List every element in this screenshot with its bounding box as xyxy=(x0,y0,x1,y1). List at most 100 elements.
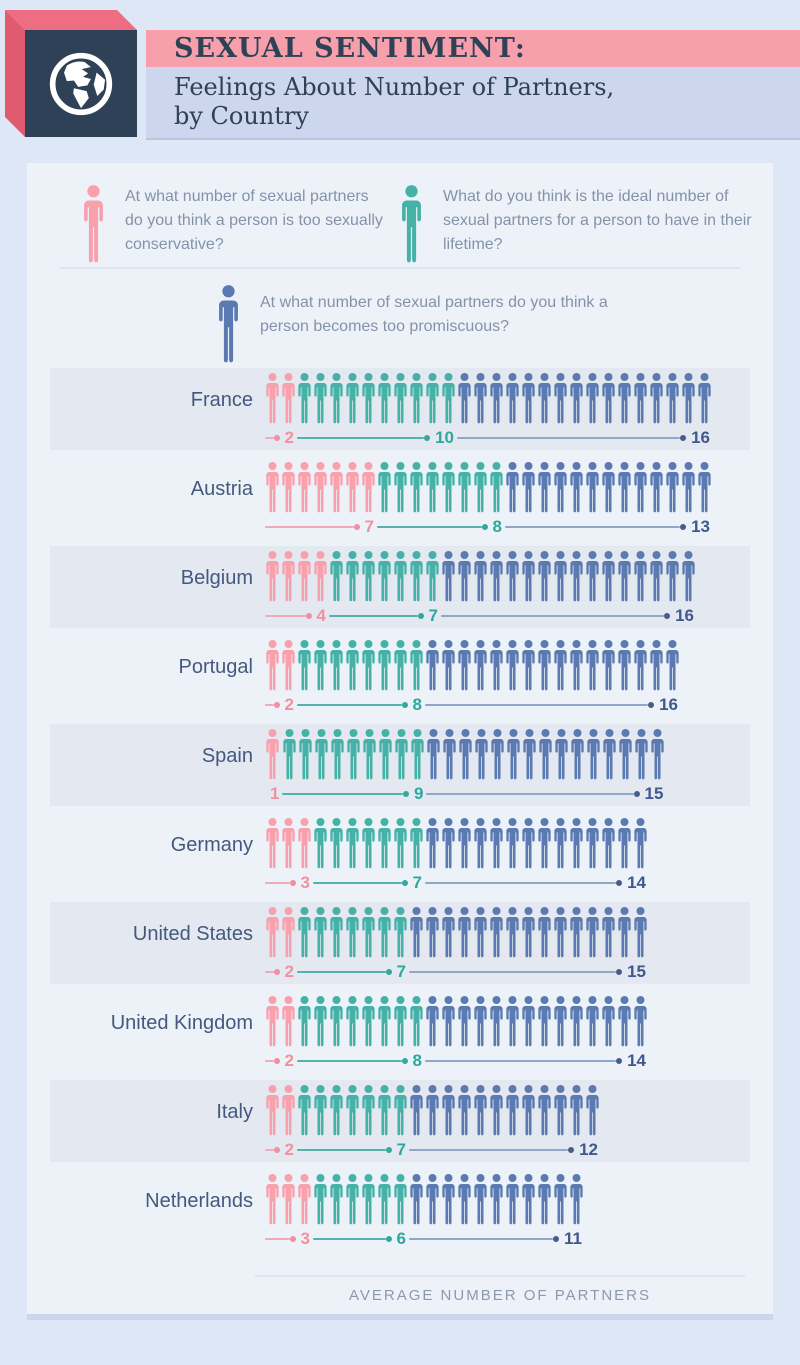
person-icon xyxy=(394,640,407,691)
person-icon xyxy=(634,551,647,602)
series-group-conservative: 2 xyxy=(265,996,297,1070)
person-icon xyxy=(282,907,295,958)
legend-question-promiscuous: At what number of sexual partners do you… xyxy=(260,294,608,335)
person-icon xyxy=(602,373,615,424)
measure-value: 16 xyxy=(675,606,694,625)
person-icon xyxy=(586,373,599,424)
person-icon xyxy=(442,462,455,513)
person-icon xyxy=(410,462,423,513)
person-icon xyxy=(682,373,695,424)
person-icon xyxy=(458,462,471,513)
subtitle-band: Feelings About Number of Partners, by Co… xyxy=(146,67,800,140)
person-icon xyxy=(506,1174,519,1225)
person-icon xyxy=(522,373,535,424)
measure-value: 7 xyxy=(396,962,406,981)
figure-strip xyxy=(377,462,505,514)
person-icon xyxy=(538,1085,551,1136)
measure-value: 14 xyxy=(627,873,646,892)
person-icon xyxy=(84,185,103,263)
measure-dot xyxy=(664,613,671,619)
person-icon xyxy=(298,462,311,513)
person-icon xyxy=(426,640,439,691)
person-icon xyxy=(362,1085,375,1136)
person-icon xyxy=(314,1174,327,1225)
person-icon xyxy=(378,462,391,513)
person-icon xyxy=(330,462,343,513)
measure-line xyxy=(425,882,617,884)
measure: 2 xyxy=(265,429,297,447)
person-icon xyxy=(442,551,455,602)
measure-dot xyxy=(417,613,424,619)
series-group-conservative: 3 xyxy=(265,818,313,892)
series-group-conservative: 2 xyxy=(265,1085,297,1159)
person-icon xyxy=(266,462,279,513)
logo-ribbon-top xyxy=(5,10,137,30)
pictogram-groups: 2 7 15 xyxy=(265,907,649,981)
figure-strip xyxy=(297,907,409,959)
person-icon xyxy=(506,996,519,1047)
person-icon xyxy=(402,185,421,263)
person-icon xyxy=(458,1085,471,1136)
person-icon xyxy=(490,640,503,691)
figure-strip xyxy=(265,907,297,959)
person-icon xyxy=(283,729,297,780)
person-icon xyxy=(474,818,487,869)
person-icon xyxy=(634,462,647,513)
legend-item-promiscuous: At what number of sexual partners do you… xyxy=(217,285,655,365)
measure: 11 xyxy=(409,1230,585,1248)
country-label: Portugal xyxy=(178,655,254,678)
person-icon xyxy=(410,373,423,424)
measure: 10 xyxy=(297,429,457,447)
person-icon xyxy=(618,462,631,513)
pictogram-groups: 7 8 13 xyxy=(265,462,713,536)
person-icon xyxy=(538,373,551,424)
pictogram-groups: 2 10 16 xyxy=(265,373,713,447)
figure-strip xyxy=(282,729,426,781)
figure-strip xyxy=(265,462,377,514)
person-icon xyxy=(602,462,615,513)
person-icon xyxy=(522,551,535,602)
page-title: SEXUAL SENTIMENT: xyxy=(174,33,526,64)
person-icon xyxy=(458,640,471,691)
measure: 2 xyxy=(265,1052,297,1070)
measure-dot xyxy=(680,524,687,530)
person-icon xyxy=(346,551,359,602)
person-icon xyxy=(666,462,679,513)
measure-line xyxy=(265,882,290,884)
person-icon xyxy=(314,551,327,602)
figure-strip xyxy=(329,551,441,603)
series-group-conservative: 7 xyxy=(265,462,377,536)
person-icon xyxy=(442,818,455,869)
person-icon xyxy=(362,462,375,513)
pictogram-groups: 1 9 15 xyxy=(265,729,666,803)
measure-line xyxy=(265,526,354,528)
pictogram-groups: 3 6 11 xyxy=(265,1174,585,1248)
person-icon xyxy=(506,462,519,513)
person-icon xyxy=(443,729,457,780)
measure-value: 8 xyxy=(492,517,502,536)
person-icon xyxy=(506,907,519,958)
person-icon xyxy=(378,907,391,958)
measure: 14 xyxy=(425,1052,649,1070)
person-icon xyxy=(346,462,359,513)
person-icon xyxy=(282,818,295,869)
country-row: United Kingdom 2 8 14 xyxy=(50,991,750,1073)
series-group-ideal: 7 xyxy=(297,1085,409,1159)
figure-strip xyxy=(426,729,666,781)
person-icon xyxy=(330,640,343,691)
person-icon xyxy=(538,462,551,513)
person-icon xyxy=(570,373,583,424)
person-icon xyxy=(682,551,695,602)
measure-line xyxy=(409,971,617,973)
person-icon xyxy=(538,640,551,691)
person-icon xyxy=(330,907,343,958)
figure-strip xyxy=(313,818,425,870)
person-icon xyxy=(298,1085,311,1136)
series-group-promiscuous: 13 xyxy=(505,462,713,536)
person-icon xyxy=(618,818,631,869)
person-icon xyxy=(570,1174,583,1225)
person-icon xyxy=(490,996,503,1047)
person-icon xyxy=(330,1174,343,1225)
measure-dot xyxy=(616,969,623,975)
figure-strip xyxy=(425,640,681,692)
